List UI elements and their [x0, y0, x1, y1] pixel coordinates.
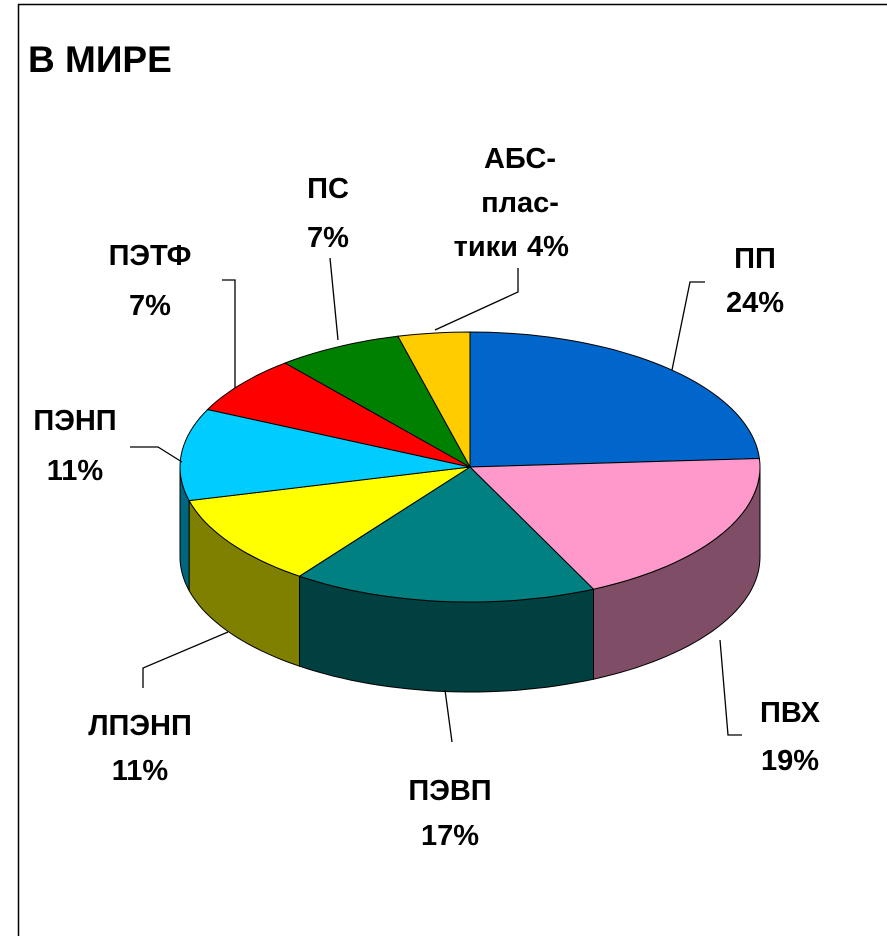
slice-value-label: 4%: [527, 231, 569, 263]
leader-line: [444, 689, 453, 743]
leader-line: [434, 268, 519, 331]
leader-line: [719, 639, 742, 736]
pie-slice: [188, 466, 471, 577]
slice-label: ПС: [307, 173, 349, 205]
slice-label: ПЭТФ: [109, 240, 192, 272]
slice-value-label: 17%: [421, 820, 479, 852]
pie-slice: [283, 335, 472, 469]
pie-slice: [179, 408, 471, 502]
leader-line: [222, 279, 236, 388]
chart-title: В МИРЕ: [28, 39, 172, 80]
slice-value-label: 24%: [726, 287, 784, 319]
pie-slice: [206, 362, 471, 468]
leader-line: [130, 446, 183, 463]
slice-value-label: 7%: [307, 222, 349, 254]
leader-line: [142, 631, 229, 688]
pie-slice: [298, 466, 595, 603]
pie-slice: [397, 331, 471, 468]
pie-slice: [469, 331, 760, 468]
slice-value-label: 19%: [761, 745, 819, 777]
slice-label: ПЭНП: [33, 405, 116, 437]
slice-value-label: 11%: [112, 755, 169, 787]
slice-label: ПВХ: [760, 697, 821, 729]
leader-line: [671, 281, 705, 371]
slice-label: АБС-плас-тики: [454, 143, 559, 263]
slice-label: ЛПЭНП: [88, 710, 192, 742]
leader-line: [329, 257, 339, 341]
slice-label: ПП: [734, 243, 776, 275]
slice-value-label: 11%: [47, 455, 104, 487]
slice-value-label: 7%: [129, 290, 171, 322]
pie-slice: [468, 457, 761, 590]
slice-label: ПЭВП: [408, 775, 491, 807]
